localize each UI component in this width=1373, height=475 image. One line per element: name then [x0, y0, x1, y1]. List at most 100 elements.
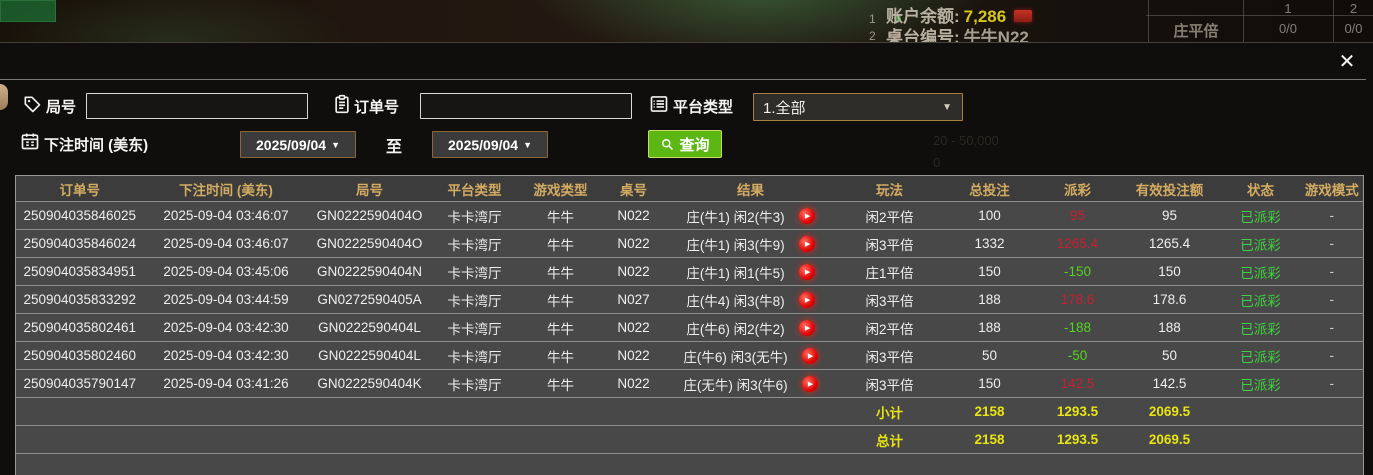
cell-payout: 142.5: [1036, 369, 1119, 398]
play-video-icon[interactable]: ▶: [801, 375, 818, 392]
cell-round: GN0222590404L: [308, 313, 431, 342]
cell-status: 已派彩: [1220, 201, 1301, 230]
order-number-label: 订单号: [354, 99, 400, 116]
subtotal-valid: 2069.5: [1118, 397, 1221, 426]
cell-table: N022: [602, 229, 665, 258]
seat-marker-1: 1: [869, 11, 876, 26]
search-button[interactable]: 查询: [648, 130, 722, 158]
cell-valid-bet: 178.6: [1118, 285, 1221, 314]
drawer-handle[interactable]: [0, 84, 8, 110]
chevron-down-icon: ▼: [942, 101, 952, 113]
col-header-status: 状态: [1220, 175, 1301, 202]
date-to-picker[interactable]: 2025/09/04 ▼: [432, 131, 548, 158]
play-video-icon[interactable]: ▶: [798, 319, 815, 336]
cell-game: 牛牛: [518, 257, 603, 286]
background-bleed-text: 20 - 50,000: [933, 133, 999, 148]
balance-label: 账户余额:: [886, 7, 960, 26]
col-header-mode: 游戏模式: [1300, 175, 1364, 202]
date-from-picker[interactable]: 2025/09/04 ▼: [240, 131, 356, 158]
cell-result: 庄(无牛) 闲3(牛6) ▶: [664, 369, 837, 398]
cell-order: 250904035802460: [15, 341, 144, 370]
bet-history-panel: ✕ 20 - 50,000 0 局号 订单号 平台类型 1.全部 ▼ 下注时间 …: [0, 42, 1373, 475]
play-video-icon[interactable]: ▶: [798, 291, 815, 308]
cell-payout: 95: [1036, 201, 1119, 230]
order-number-input[interactable]: [420, 93, 632, 119]
cell-platform: 卡卡湾厅: [430, 313, 519, 342]
col-header-time: 下注时间 (美东): [143, 175, 309, 202]
cell-valid-bet: 150: [1118, 257, 1221, 286]
cell-platform: 卡卡湾厅: [430, 201, 519, 230]
cell-table: N022: [602, 313, 665, 342]
cell-order: 250904035846025: [15, 201, 144, 230]
cell-payout: 178.6: [1036, 285, 1119, 314]
background-bleed-text: 0: [933, 155, 941, 170]
play-video-icon[interactable]: ▶: [801, 347, 818, 364]
search-button-label: 查询: [679, 136, 710, 154]
calendar-icon: [20, 131, 40, 151]
green-dot-icon: [893, 15, 901, 22]
cell-valid-bet: 188: [1118, 313, 1221, 342]
cell-time: 2025-09-04 03:46:07: [143, 201, 309, 230]
col-header-table: 桌号: [602, 175, 665, 202]
balance-value: 7,286: [963, 7, 1007, 26]
cell-result: 庄(牛1) 闲3(牛9) ▶: [664, 229, 837, 258]
platform-type-value: 1.全部: [763, 99, 806, 117]
close-icon[interactable]: ✕: [1338, 51, 1356, 73]
cell-table: N022: [602, 369, 665, 398]
cell-status: 已派彩: [1220, 313, 1301, 342]
cell-round: GN0272590405A: [308, 285, 431, 314]
cell-payout: -188: [1036, 313, 1119, 342]
cell-platform: 卡卡湾厅: [430, 369, 519, 398]
mini-col-2: 2: [1349, 1, 1358, 16]
grand-total-row: 总计 2158 1293.5 2069.5: [15, 425, 1364, 454]
cell-total-bet: 188: [942, 313, 1037, 342]
cell-round: GN0222590404O: [308, 201, 431, 230]
red-badge-icon: [1014, 10, 1033, 22]
col-header-payout: 派彩: [1036, 175, 1119, 202]
round-number-label: 局号: [46, 99, 77, 116]
table-row: 250904035834951 2025-09-04 03:45:06 GN02…: [15, 257, 1364, 286]
play-video-icon[interactable]: ▶: [798, 235, 815, 252]
cell-play-type: 闲2平倍: [836, 201, 943, 230]
cell-table: N027: [602, 285, 665, 314]
mini-row-label: 庄平倍: [1173, 23, 1219, 40]
cell-game: 牛牛: [518, 201, 603, 230]
platform-type-select[interactable]: 1.全部 ▼: [753, 93, 963, 121]
cell-play-type: 闲2平倍: [836, 313, 943, 342]
cell-game-mode: -: [1300, 229, 1364, 258]
cell-round: GN0222590404L: [308, 341, 431, 370]
bet-stats-mini-table: 1 2 庄平倍 0/0 0/0: [1146, 0, 1373, 42]
cell-game: 牛牛: [518, 341, 603, 370]
cell-round: GN0222590404K: [308, 369, 431, 398]
cell-time: 2025-09-04 03:42:30: [143, 341, 309, 370]
col-header-game: 游戏类型: [518, 175, 603, 202]
date-from-value: 2025/09/04: [256, 136, 327, 153]
total-label: 总计: [836, 425, 943, 454]
cell-payout: -150: [1036, 257, 1119, 286]
round-number-input[interactable]: [86, 93, 308, 119]
play-video-icon[interactable]: ▶: [798, 263, 815, 280]
play-video-icon[interactable]: ▶: [798, 207, 815, 224]
cell-game-mode: -: [1300, 341, 1364, 370]
cell-payout: 1265.4: [1036, 229, 1119, 258]
clipboard-icon: [332, 94, 352, 114]
cell-result: 庄(牛6) 闲3(无牛) ▶: [664, 341, 837, 370]
account-info: 账户余额: 7,286 桌台编号: 牛牛N22: [886, 2, 1033, 42]
cell-result: 庄(牛6) 闲2(牛2) ▶: [664, 313, 837, 342]
subtotal-row: 小计 2158 1293.5 2069.5: [15, 397, 1364, 426]
col-header-result: 结果: [664, 175, 837, 202]
col-header-order: 订单号: [15, 175, 144, 202]
cell-time: 2025-09-04 03:45:06: [143, 257, 309, 286]
total-total: 2158: [942, 425, 1037, 454]
chevron-down-icon: ▼: [331, 139, 340, 150]
cell-time: 2025-09-04 03:42:30: [143, 313, 309, 342]
table-row: 250904035802461 2025-09-04 03:42:30 GN02…: [15, 313, 1364, 342]
cell-result: 庄(牛1) 闲1(牛5) ▶: [664, 257, 837, 286]
cell-total-bet: 150: [942, 257, 1037, 286]
cell-game: 牛牛: [518, 313, 603, 342]
cell-result: 庄(牛1) 闲2(牛3) ▶: [664, 201, 837, 230]
casino-background: 1 2 账户余额: 7,286 桌台编号: 牛牛N22 1 2 庄平倍 0/0 0/…: [0, 0, 1373, 42]
cell-table: N022: [602, 257, 665, 286]
cell-status: 已派彩: [1220, 341, 1301, 370]
video-thumbnail: [0, 0, 56, 22]
